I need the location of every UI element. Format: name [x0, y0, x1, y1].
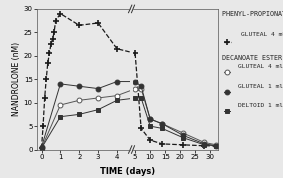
- Text: GLUTEAL 4 ml: GLUTEAL 4 ml: [238, 64, 283, 69]
- Text: DECANOATE ESTER: DECANOATE ESTER: [222, 55, 282, 61]
- Text: GLUTEAL 4 mL: GLUTEAL 4 mL: [241, 32, 283, 37]
- Text: GLUTEAL 1 ml: GLUTEAL 1 ml: [238, 84, 283, 89]
- Text: PHENYL-PROPIONATE ESTER: PHENYL-PROPIONATE ESTER: [222, 11, 283, 17]
- Y-axis label: NANDROLONE (nM): NANDROLONE (nM): [12, 42, 21, 116]
- Text: DELTOID 1 ml: DELTOID 1 ml: [238, 103, 283, 108]
- Text: TIME (days): TIME (days): [100, 167, 155, 176]
